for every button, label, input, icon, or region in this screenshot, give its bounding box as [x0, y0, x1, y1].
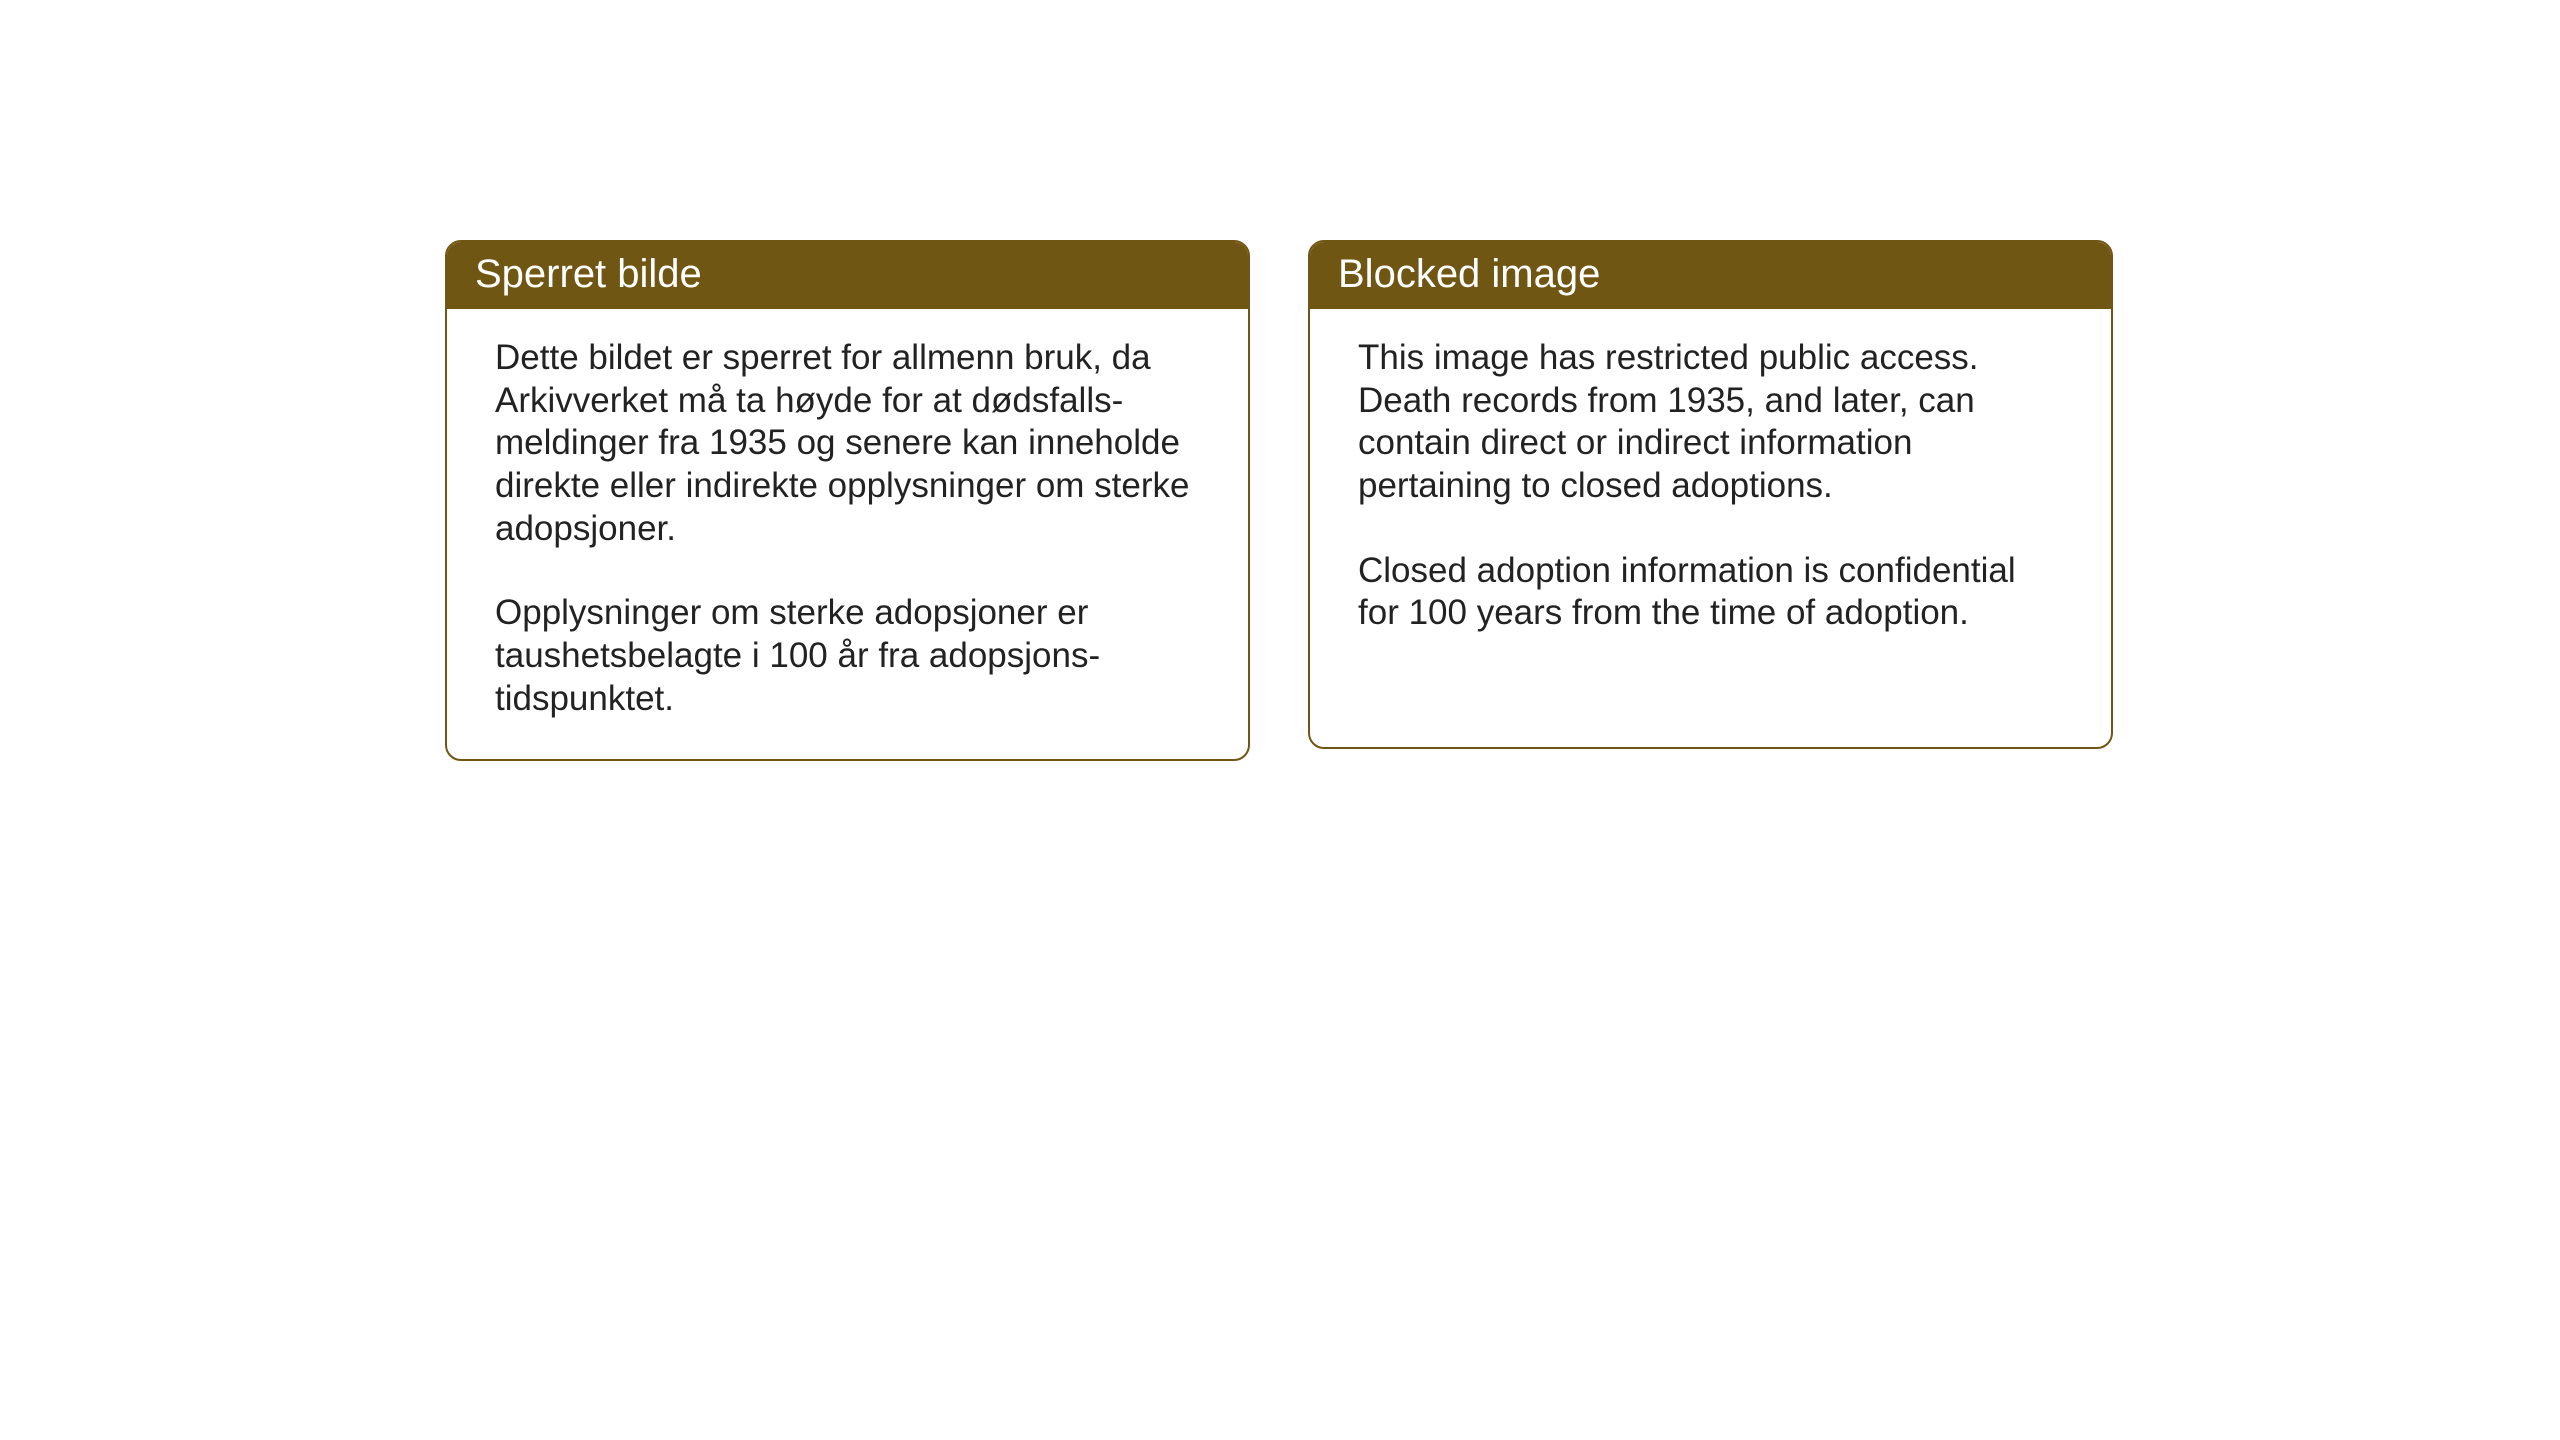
card-paragraph-1-norwegian: Dette bildet er sperret for allmenn bruk…: [495, 337, 1200, 550]
card-header-english: Blocked image: [1310, 242, 2111, 309]
card-paragraph-2-english: Closed adoption information is confident…: [1358, 550, 2063, 635]
card-paragraph-2-norwegian: Opplysninger om sterke adopsjoner er tau…: [495, 592, 1200, 720]
notice-card-english: Blocked image This image has restricted …: [1308, 240, 2113, 749]
card-title-norwegian: Sperret bilde: [475, 252, 1220, 297]
notice-card-norwegian: Sperret bilde Dette bildet er sperret fo…: [445, 240, 1250, 761]
card-paragraph-1-english: This image has restricted public access.…: [1358, 337, 2063, 508]
card-header-norwegian: Sperret bilde: [447, 242, 1248, 309]
card-title-english: Blocked image: [1338, 252, 2083, 297]
card-body-norwegian: Dette bildet er sperret for allmenn bruk…: [447, 309, 1248, 759]
notice-container: Sperret bilde Dette bildet er sperret fo…: [445, 240, 2113, 761]
card-body-english: This image has restricted public access.…: [1310, 309, 2111, 673]
